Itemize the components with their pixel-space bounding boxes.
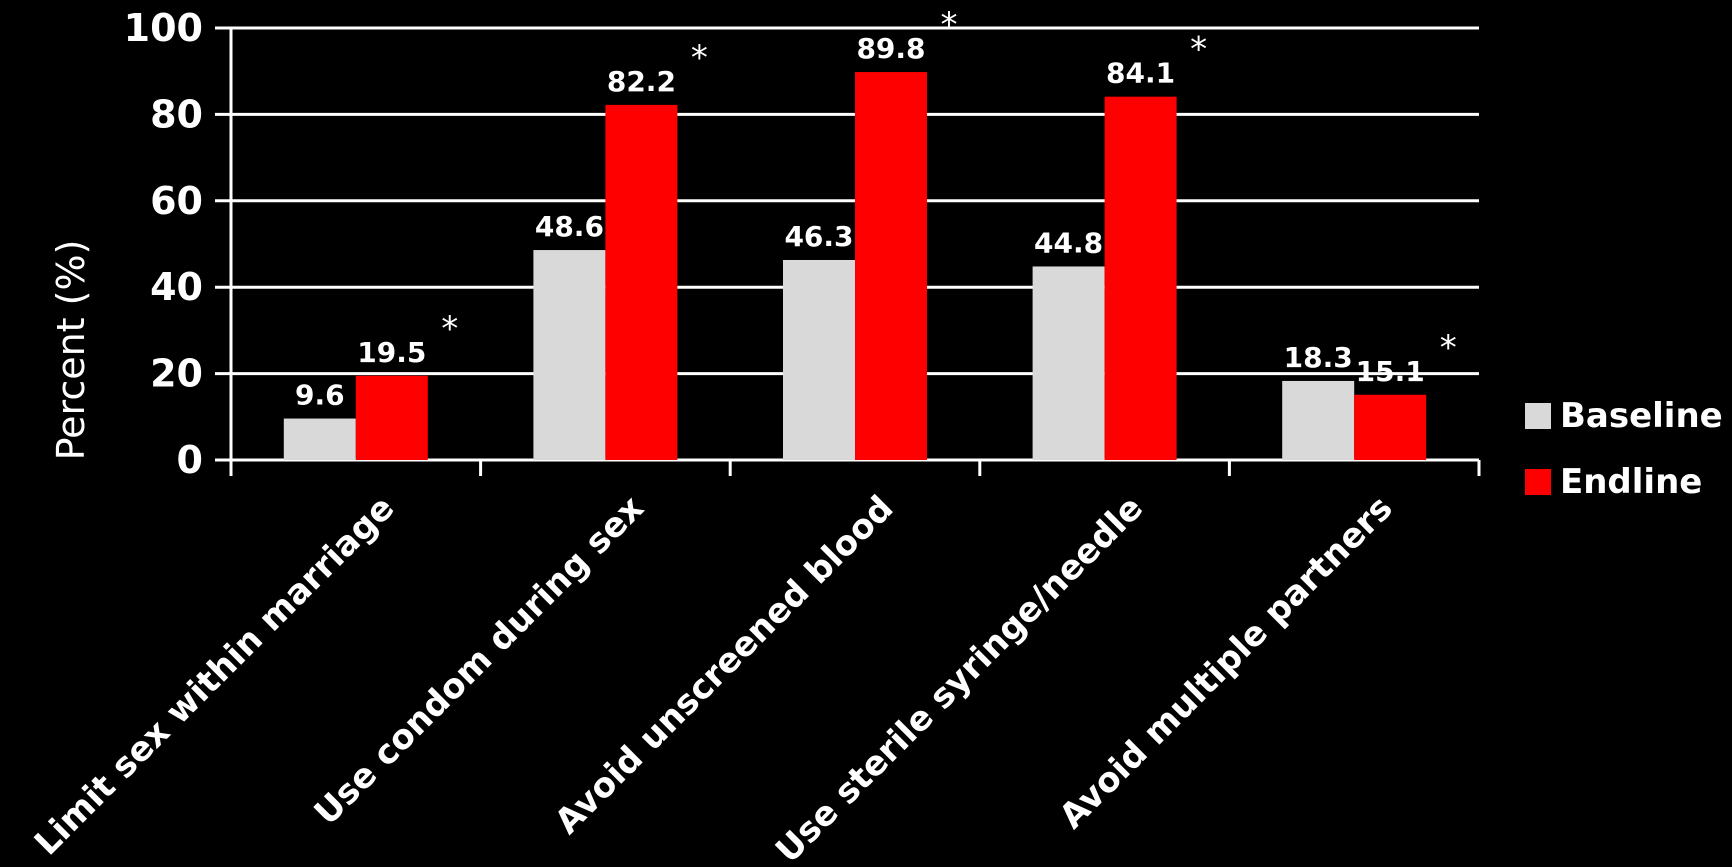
- y-tick-label: 60: [150, 179, 203, 223]
- legend-swatch-baseline: [1525, 403, 1551, 429]
- bars: [283, 72, 1427, 461]
- bar-baseline-2: [783, 259, 855, 460]
- data-label-endline: 19.5: [357, 336, 426, 369]
- bar-baseline-1: [533, 250, 606, 460]
- data-label-baseline: 48.6: [535, 210, 604, 243]
- legend-label-endline: Endline: [1560, 462, 1702, 502]
- data-labels: 9.6 19.5 * 48.6 82.2 * 46.3 89.8 * 44.8 84.1 * 18.3 1…: [295, 5, 1457, 411]
- bar-baseline-4: [1282, 380, 1355, 460]
- bar-endline-2: [855, 72, 927, 461]
- bar-endline-4: [1354, 394, 1427, 460]
- legend: Baseline Endline: [1525, 396, 1723, 502]
- y-tick-label: 80: [150, 92, 203, 136]
- bar-baseline-0: [283, 418, 356, 460]
- bar-endline-1: [605, 104, 678, 460]
- significance-star: *: [691, 38, 708, 78]
- bar-endline-0: [355, 375, 428, 460]
- data-label-endline: 82.2: [607, 65, 676, 98]
- legend-swatch-endline: [1525, 469, 1551, 495]
- y-tick-label: 0: [177, 438, 203, 482]
- data-label-baseline: 44.8: [1034, 226, 1103, 259]
- data-label-endline: 89.8: [856, 32, 925, 65]
- data-label-endline: 15.1: [1356, 355, 1425, 388]
- y-tick-label: 100: [124, 6, 203, 50]
- y-axis-title: Percent (%): [49, 240, 93, 461]
- legend-label-baseline: Baseline: [1560, 396, 1723, 436]
- data-label-baseline: 46.3: [784, 220, 853, 253]
- data-label-baseline: 18.3: [1284, 341, 1353, 374]
- data-label-endline: 84.1: [1106, 57, 1175, 90]
- significance-star: *: [1440, 328, 1457, 368]
- bar-endline-3: [1104, 96, 1177, 461]
- y-tick-label: 40: [150, 265, 203, 309]
- bar-baseline-3: [1032, 266, 1105, 460]
- significance-star: *: [441, 309, 458, 349]
- significance-star: *: [941, 5, 958, 45]
- significance-star: *: [1190, 30, 1207, 70]
- data-label-baseline: 9.6: [295, 379, 345, 412]
- y-tick-label: 20: [150, 352, 203, 396]
